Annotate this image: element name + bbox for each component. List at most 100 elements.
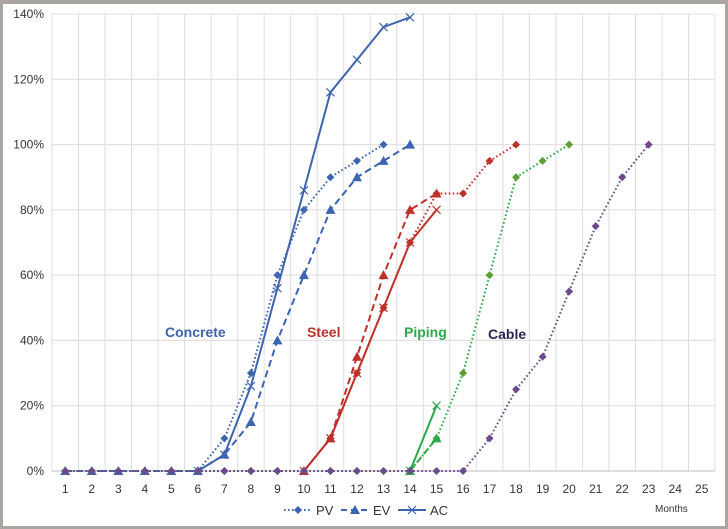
legend: PV EV AC: [284, 503, 448, 518]
diamond-marker: [591, 222, 600, 231]
y-tick-label: 40%: [20, 333, 44, 347]
series-line: [409, 405, 438, 472]
diamond-marker: [326, 467, 335, 475]
x-marker: [407, 505, 417, 515]
y-tick-label: 140%: [13, 7, 44, 21]
x-tick-label: 18: [509, 482, 523, 496]
steel-ac-series: [299, 205, 441, 476]
x-tick-label: 19: [536, 482, 550, 496]
x-tick-label: 25: [695, 482, 709, 496]
diamond-marker: [273, 467, 282, 475]
group-label: Piping: [404, 324, 447, 340]
series-line: [303, 209, 438, 472]
series-lines: [60, 12, 653, 476]
triangle-marker: [325, 204, 336, 214]
legend-label-ac: AC: [430, 503, 448, 518]
x-tick-label: 8: [248, 482, 255, 496]
x-marker: [246, 381, 256, 391]
x-marker: [326, 433, 335, 443]
diamond-marker: [406, 467, 415, 475]
x-axis-label: Months: [655, 504, 688, 515]
y-tick-label: 20%: [20, 399, 44, 413]
y-tick-label: 120%: [13, 72, 44, 86]
x-tick-label: 2: [88, 482, 95, 496]
concrete-pv-series: [61, 140, 388, 475]
triangle-marker: [378, 155, 389, 165]
diamond-marker: [167, 467, 176, 475]
diamond-marker: [485, 271, 494, 280]
x-tick-label: 20: [562, 482, 576, 496]
x-tick-label: 1: [62, 482, 69, 496]
diamond-marker: [379, 140, 388, 149]
x-tick-label: 7: [221, 482, 228, 496]
diamond-marker: [299, 467, 308, 475]
x-marker: [352, 55, 362, 65]
x-tick-label: 16: [456, 482, 470, 496]
group-labels: Concrete Steel Piping Cable: [165, 324, 526, 342]
diamond-marker: [220, 434, 229, 443]
diamond-marker: [512, 173, 521, 182]
x-marker: [326, 87, 335, 97]
triangle-marker: [405, 139, 416, 149]
legend-label-ev: EV: [373, 503, 391, 518]
diamond-marker: [432, 467, 441, 475]
x-marker: [272, 283, 282, 293]
diamond-marker: [459, 467, 468, 475]
x-tick-label: 12: [350, 482, 364, 496]
x-tick-label: 3: [115, 482, 122, 496]
x-tick-label: 22: [616, 482, 630, 496]
triangle-marker: [245, 417, 256, 427]
x-tick-label: 14: [403, 482, 417, 496]
series-line: [65, 143, 650, 472]
x-tick-label: 13: [377, 482, 391, 496]
diamond-marker: [565, 287, 574, 296]
diamond-marker: [220, 467, 229, 475]
triangle-marker: [431, 188, 442, 198]
x-tick-label: 10: [297, 482, 311, 496]
diamond-marker: [512, 140, 521, 149]
triangle-marker: [405, 204, 416, 214]
diamond-marker: [459, 189, 468, 198]
triangle-marker: [431, 433, 442, 443]
diamond-marker: [459, 369, 468, 378]
group-label: Concrete: [165, 324, 226, 340]
diamond-marker: [485, 156, 494, 165]
x-tick-label: 11: [324, 482, 337, 496]
diamond-marker: [299, 205, 308, 214]
axes: 0%20%40%60%80%100%120%140%1 2 3 4 5 6 7 8 9 10 11 1…: [13, 7, 708, 496]
group-label: Cable: [488, 326, 526, 342]
diamond-marker: [485, 434, 494, 443]
x-tick-label: 4: [141, 482, 148, 496]
diamond-marker: [644, 140, 653, 149]
diamond-marker: [352, 467, 361, 475]
x-tick-label: 9: [274, 482, 281, 496]
diamond-marker: [565, 140, 574, 149]
diamond-marker: [140, 467, 149, 475]
diamond-marker: [114, 467, 123, 475]
x-marker: [432, 401, 441, 411]
diamond-marker: [538, 352, 547, 361]
x-marker: [405, 238, 415, 247]
y-tick-label: 80%: [20, 203, 44, 217]
x-tick-label: 23: [642, 482, 656, 496]
group-label: Steel: [307, 324, 340, 340]
triangle-marker: [298, 270, 309, 280]
x-tick-label: 15: [430, 482, 444, 496]
x-tick-label: 17: [483, 482, 497, 496]
x-marker: [432, 205, 441, 215]
diamond-marker: [352, 156, 361, 165]
x-marker: [379, 303, 388, 313]
triangle-marker: [378, 270, 389, 280]
x-tick-label: 6: [195, 482, 202, 496]
diamond-marker: [61, 467, 70, 475]
x-marker: [379, 22, 388, 32]
diamond-marker: [618, 173, 627, 182]
diamond-marker: [538, 156, 547, 165]
diamond-marker: [246, 467, 255, 475]
x-tick-label: 5: [168, 482, 175, 496]
x-tick-label: 24: [669, 482, 683, 496]
series-line: [197, 16, 411, 472]
x-marker: [219, 450, 229, 460]
y-tick-label: 60%: [20, 268, 44, 282]
